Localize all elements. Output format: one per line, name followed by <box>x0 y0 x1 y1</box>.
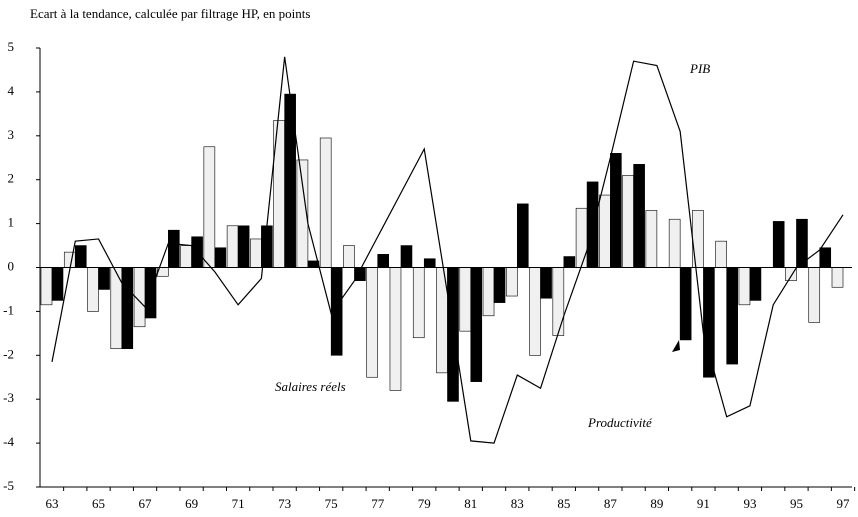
bar <box>226 225 239 268</box>
bar <box>819 247 832 268</box>
bar <box>529 267 541 356</box>
bar <box>214 247 227 268</box>
bar <box>610 153 622 268</box>
bar <box>412 267 425 339</box>
bar <box>645 210 658 268</box>
x-tick-label: 87 <box>604 496 618 511</box>
x-tick-label: 95 <box>790 496 803 511</box>
bar <box>703 267 715 378</box>
bar <box>622 175 634 268</box>
y-tick-label: -2 <box>3 346 14 361</box>
bar <box>51 267 64 301</box>
bar <box>377 254 390 268</box>
bar <box>237 225 250 268</box>
y-tick-label: -5 <box>3 478 14 493</box>
bar <box>423 258 436 268</box>
x-tick-label: 65 <box>92 496 105 511</box>
y-tick-label: -1 <box>3 302 14 317</box>
line <box>51 56 844 444</box>
bar <box>738 267 751 306</box>
bar <box>87 267 99 312</box>
x-tick-label: 91 <box>697 496 710 511</box>
x-tick-label: 79 <box>418 496 431 511</box>
bar <box>470 267 483 382</box>
x-tick-label: 67 <box>139 496 153 511</box>
x-tick-label: 69 <box>185 496 198 511</box>
bar <box>74 245 87 268</box>
x-tick-label: 97 <box>837 496 851 511</box>
arrow-head <box>672 340 680 352</box>
bar <box>168 229 180 268</box>
bar <box>505 267 518 297</box>
y-tick-label: 5 <box>8 39 15 54</box>
bar <box>180 245 192 268</box>
bar <box>493 267 506 303</box>
x-tick-label: 77 <box>371 496 385 511</box>
bar <box>343 245 355 268</box>
x-tick-label: 63 <box>46 496 59 511</box>
bar <box>540 267 552 299</box>
bar <box>831 267 844 288</box>
y-tick-label: 0 <box>8 258 15 273</box>
x-tick-label: 75 <box>325 496 338 511</box>
bar <box>599 194 611 268</box>
bar <box>552 267 565 336</box>
bar <box>319 137 332 268</box>
bar <box>389 267 402 391</box>
bar <box>447 267 459 402</box>
bar <box>586 181 599 268</box>
bar <box>692 210 704 268</box>
bar <box>808 267 821 323</box>
bar <box>633 164 645 268</box>
x-tick-label: 71 <box>232 496 245 511</box>
x-tick-label: 85 <box>557 496 570 511</box>
bar <box>772 221 785 268</box>
series-annotation: Salaires réels <box>275 379 346 394</box>
bar <box>715 240 727 268</box>
y-tick-label: -3 <box>3 390 14 405</box>
bar <box>203 146 216 268</box>
bar <box>575 207 588 268</box>
bar <box>121 267 134 350</box>
bar <box>459 267 472 332</box>
y-tick-label: -4 <box>3 434 14 449</box>
bar <box>679 267 692 341</box>
bar <box>63 251 76 268</box>
bar <box>400 245 413 268</box>
y-tick-label: 1 <box>8 215 15 230</box>
y-tick-label: 3 <box>8 127 15 142</box>
y-tick-label: 2 <box>8 171 15 186</box>
y-tick-label: 4 <box>8 83 15 98</box>
bar <box>482 267 495 317</box>
bar <box>250 238 262 268</box>
bar <box>516 203 529 268</box>
bar <box>40 267 53 306</box>
bar <box>668 218 681 268</box>
x-tick-label: 83 <box>511 496 524 511</box>
x-tick-label: 73 <box>278 496 291 511</box>
x-tick-label: 81 <box>464 496 477 511</box>
series-annotation: PIB <box>689 61 710 76</box>
bar <box>563 256 576 268</box>
x-tick-label: 93 <box>743 496 756 511</box>
bar <box>366 267 379 378</box>
x-tick-label: 89 <box>650 496 663 511</box>
bar <box>98 267 110 290</box>
chart-title: Ecart à la tendance, calculée par filtra… <box>30 6 310 21</box>
bar <box>749 267 762 301</box>
bar <box>726 267 738 365</box>
series-annotation: Productivité <box>587 415 653 430</box>
